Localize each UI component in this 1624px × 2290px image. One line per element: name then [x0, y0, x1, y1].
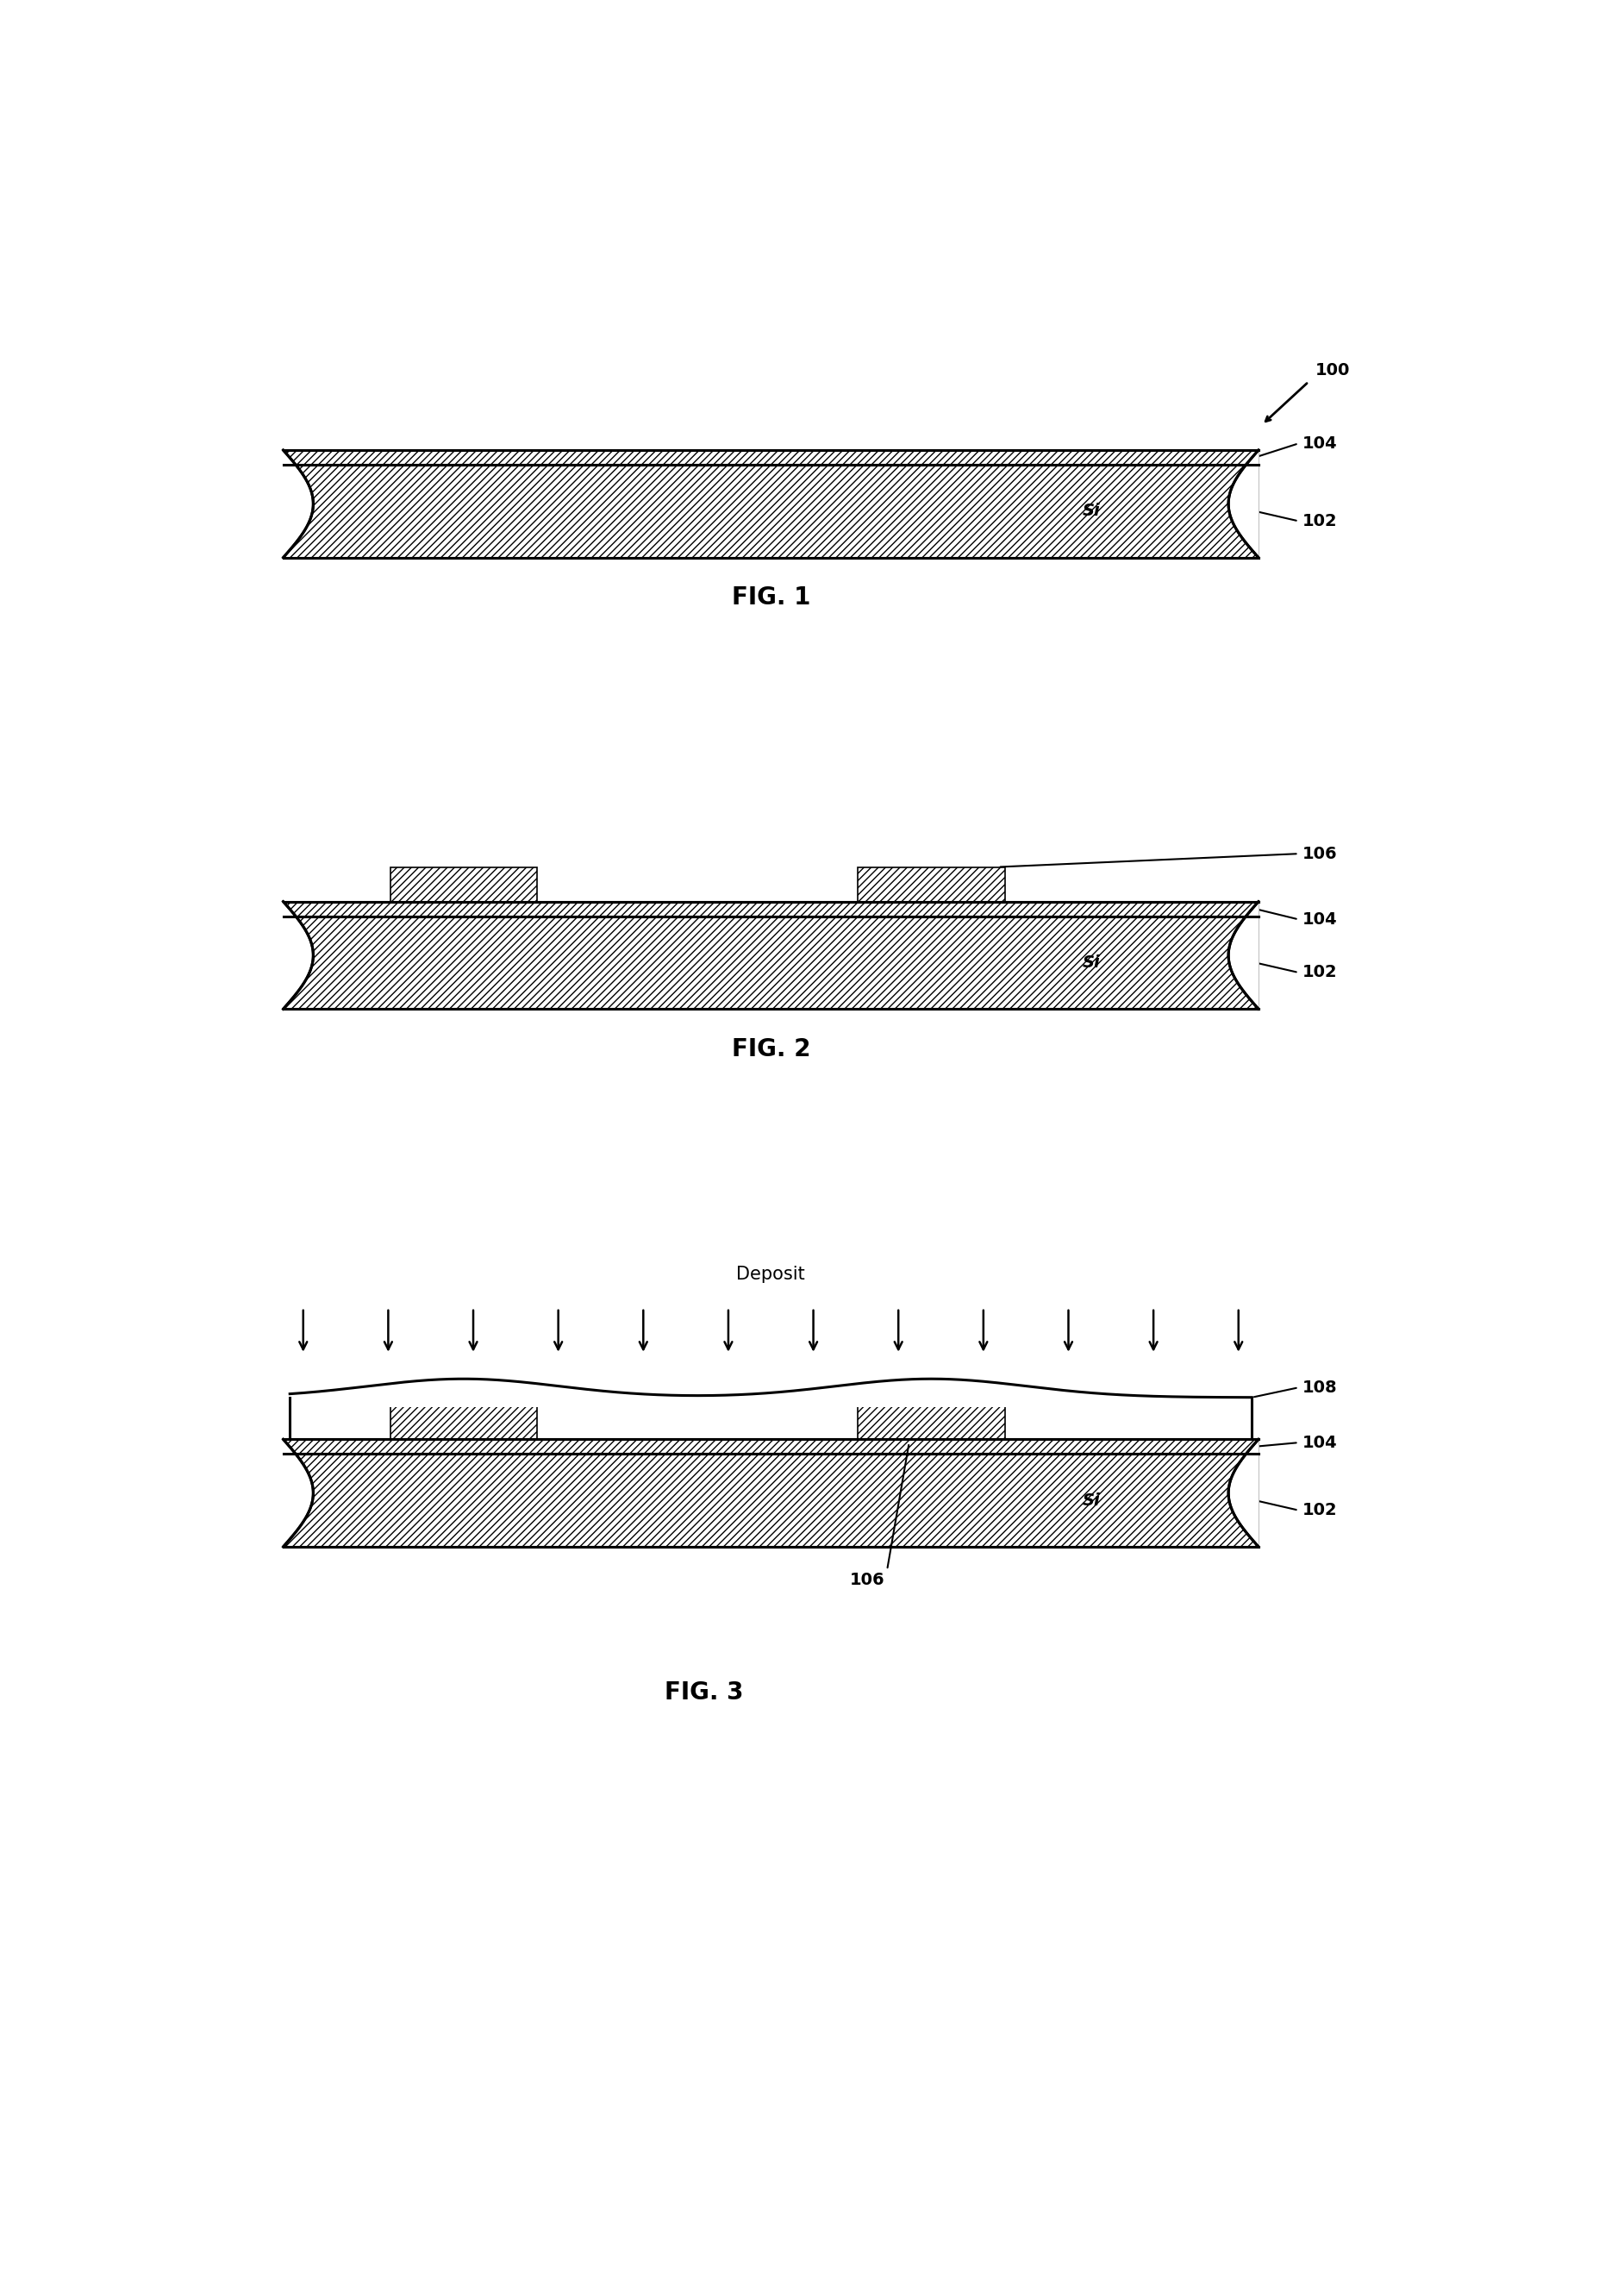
Text: 104: 104 — [1302, 435, 1337, 451]
Polygon shape — [1228, 1440, 1259, 1546]
Bar — [283, 916, 1259, 1010]
Text: Si: Si — [1083, 504, 1101, 520]
Text: 102: 102 — [1302, 513, 1337, 529]
Bar — [857, 1404, 1005, 1440]
Bar — [857, 868, 1005, 902]
Text: Si: Si — [1083, 1493, 1101, 1509]
Bar — [283, 902, 1259, 916]
Text: FIG. 2: FIG. 2 — [731, 1037, 810, 1060]
Text: FIG. 3: FIG. 3 — [664, 1681, 744, 1706]
Text: FIG. 1: FIG. 1 — [731, 586, 810, 609]
Text: 106: 106 — [849, 1571, 885, 1589]
Polygon shape — [283, 1440, 313, 1546]
Bar — [283, 1440, 1259, 1454]
Text: 104: 104 — [1302, 1434, 1337, 1452]
Text: 102: 102 — [1302, 1502, 1337, 1518]
Polygon shape — [1228, 902, 1259, 1010]
Text: 106: 106 — [1302, 845, 1337, 861]
Text: 104: 104 — [1302, 911, 1337, 927]
Bar — [283, 465, 1259, 559]
Bar — [390, 868, 538, 902]
Bar — [390, 1404, 538, 1440]
Text: Si: Si — [1083, 955, 1101, 971]
Polygon shape — [283, 902, 313, 1010]
Text: Deposit: Deposit — [736, 1266, 806, 1282]
Text: 108: 108 — [1302, 1379, 1337, 1395]
Text: 100: 100 — [1315, 362, 1350, 378]
Bar — [283, 1454, 1259, 1546]
Text: 102: 102 — [1302, 964, 1337, 980]
Polygon shape — [1228, 451, 1259, 559]
Polygon shape — [283, 451, 313, 559]
Bar — [283, 451, 1259, 465]
